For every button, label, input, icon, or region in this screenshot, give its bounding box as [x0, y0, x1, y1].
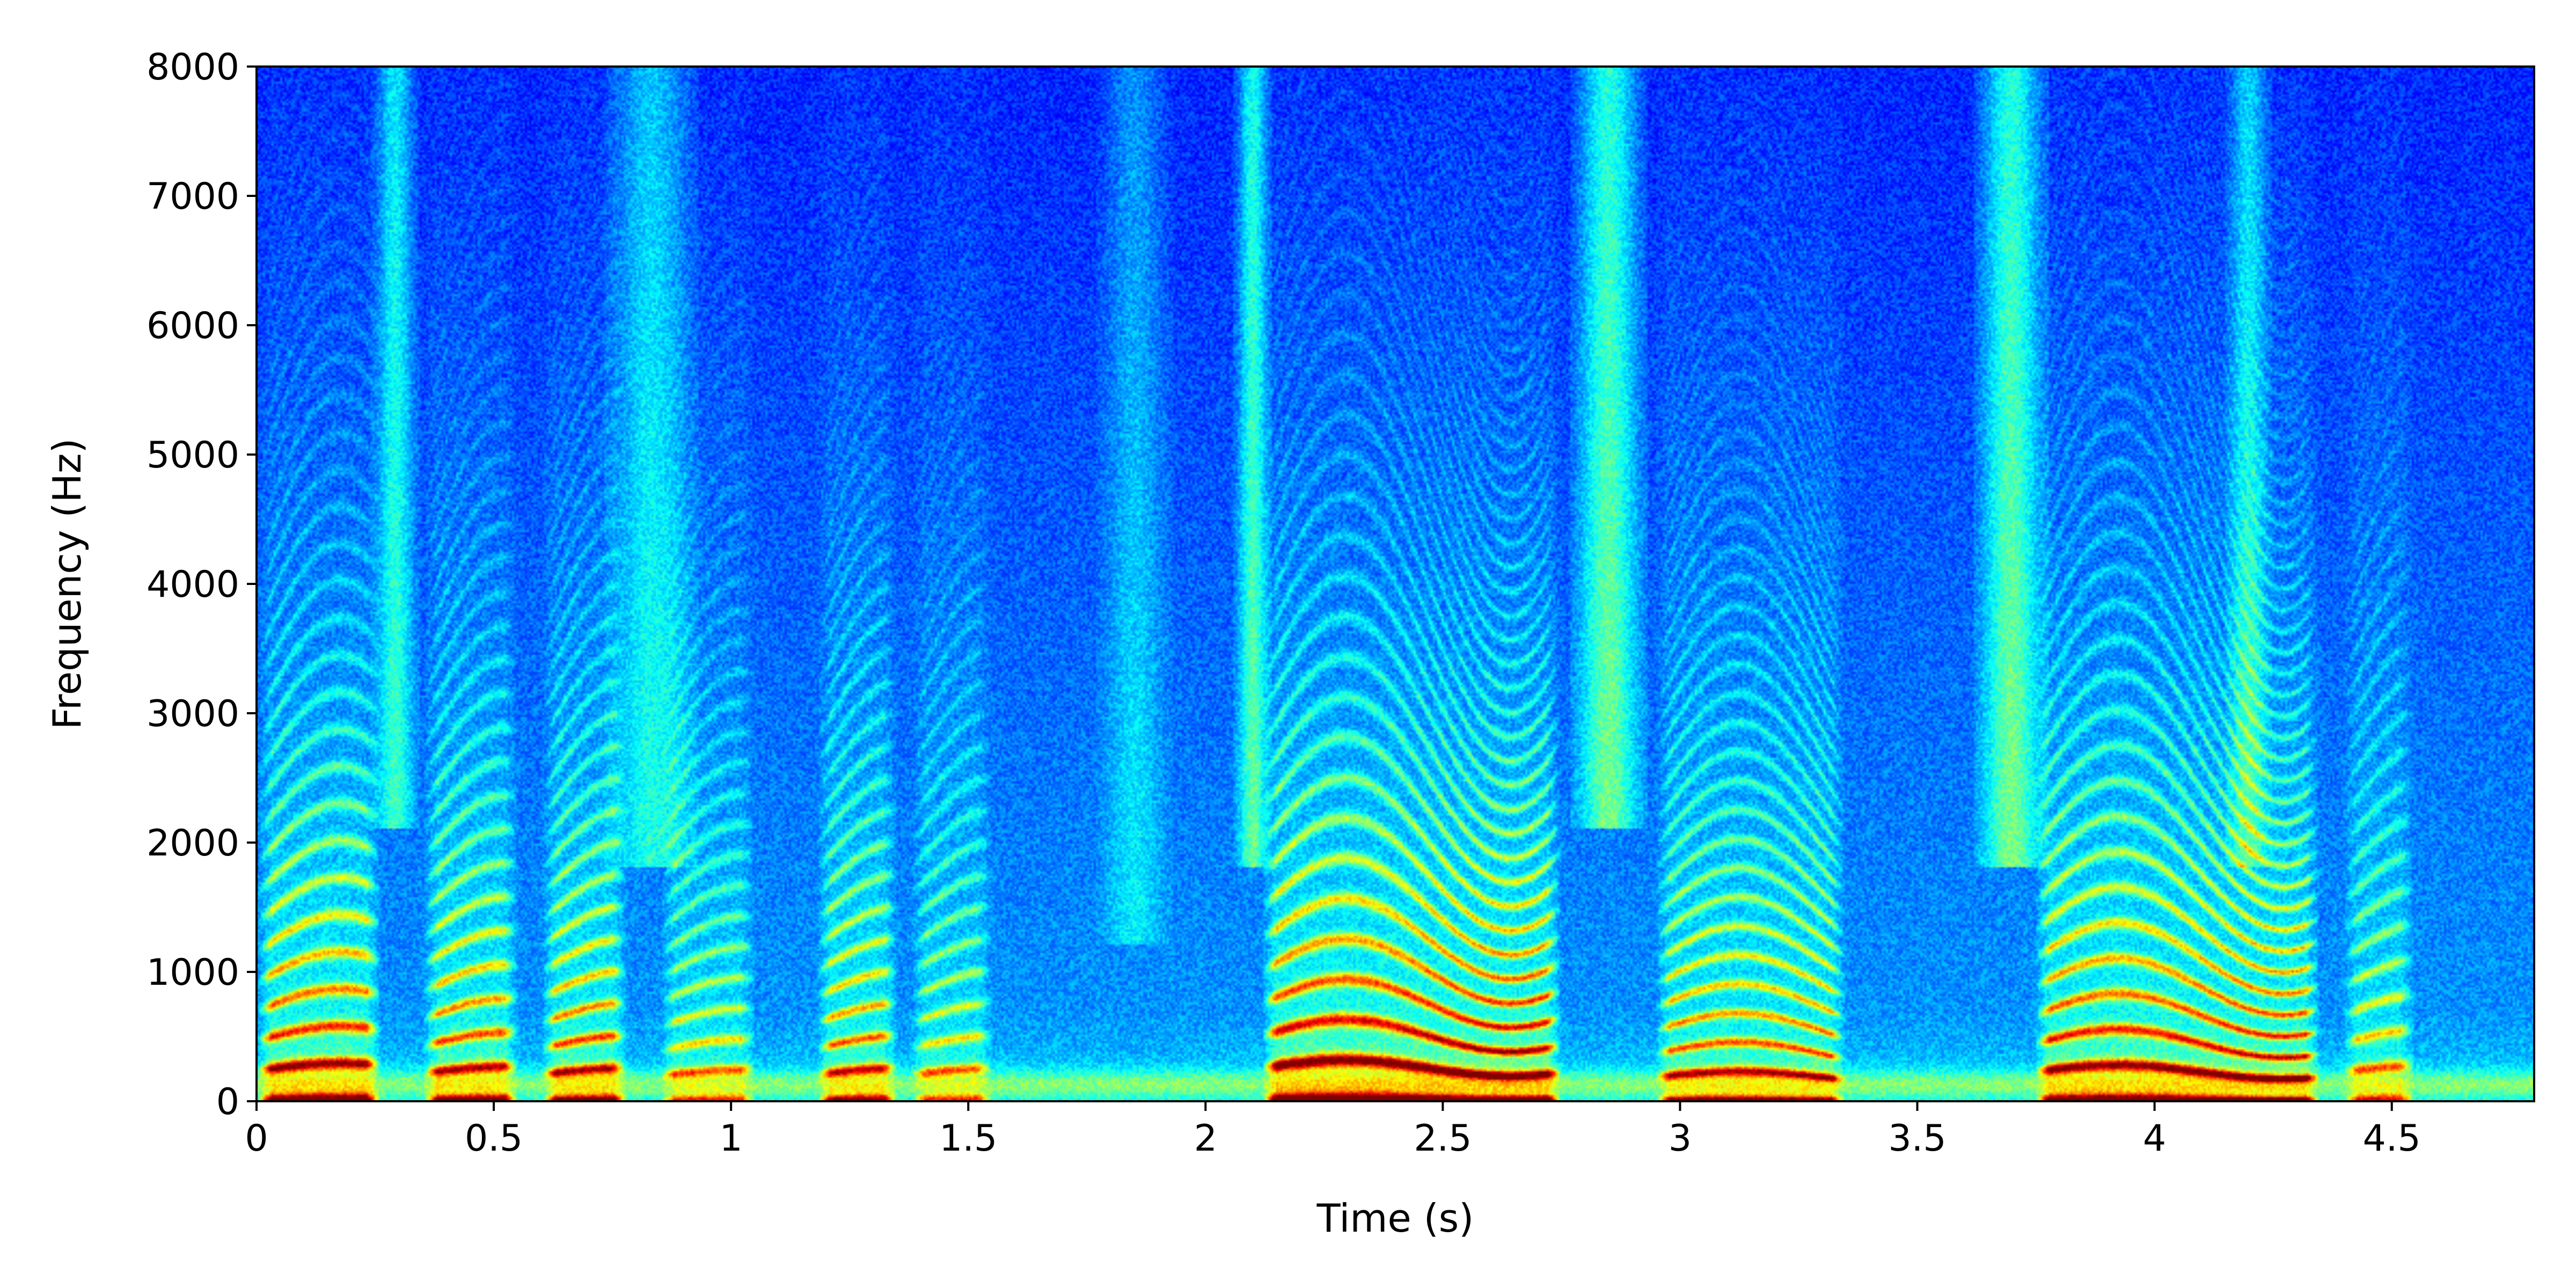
x-tick-label: 4.5 — [2363, 1117, 2421, 1160]
y-tick-label: 2000 — [147, 822, 239, 865]
x-axis-ticks: 0 0.5 1 1.5 2 2.5 3 3.5 4 4.5 — [245, 1101, 2421, 1160]
x-tick-label: 1.5 — [939, 1117, 997, 1160]
y-tick-label: 8000 — [147, 46, 239, 89]
x-tick-label: 2 — [1194, 1117, 1217, 1160]
y-tick-label: 1000 — [147, 952, 239, 994]
y-axis-label: Frequency (Hz) — [45, 438, 90, 730]
y-tick-label: 0 — [216, 1081, 239, 1123]
y-tick-label: 7000 — [147, 175, 239, 218]
x-axis-label: Time (s) — [1316, 1196, 1474, 1241]
y-tick-label: 4000 — [147, 564, 239, 606]
plot-frame — [255, 65, 2535, 1102]
x-tick-label: 0.5 — [465, 1117, 523, 1160]
spectrogram-image — [257, 67, 2534, 1101]
y-axis-ticks: 0 1000 2000 3000 4000 5000 6000 7000 8000 — [147, 46, 257, 1123]
x-tick-label: 1 — [720, 1117, 743, 1160]
y-tick-label: 6000 — [147, 305, 239, 347]
x-tick-label: 3.5 — [1889, 1117, 1946, 1160]
x-tick-label: 3 — [1668, 1117, 1692, 1160]
x-tick-label: 0 — [245, 1117, 268, 1160]
y-tick-label: 5000 — [147, 434, 239, 477]
y-tick-label: 3000 — [147, 693, 239, 735]
x-tick-label: 4 — [2143, 1117, 2166, 1160]
x-tick-label: 2.5 — [1414, 1117, 1472, 1160]
